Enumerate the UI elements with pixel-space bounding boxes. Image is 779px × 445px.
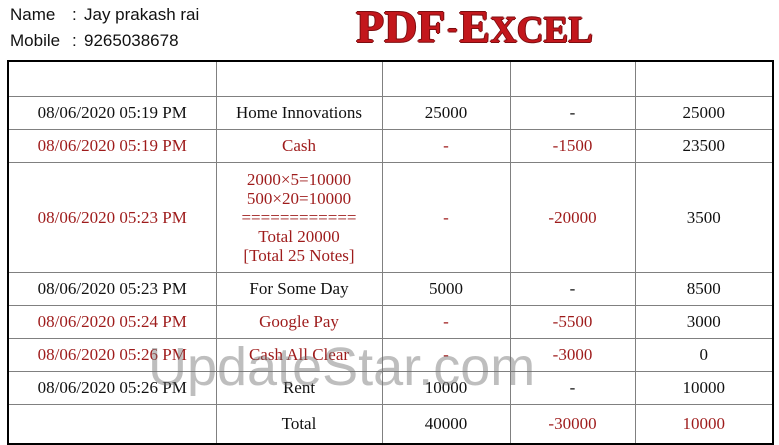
table-footer: Total 40000 -30000 10000 <box>7 404 774 445</box>
cell-balance: 25000 <box>634 96 774 130</box>
cell-credit: - <box>381 162 511 273</box>
total-cell-credit: 40000 <box>381 404 511 445</box>
logo-text-excel-cap: E <box>459 1 491 52</box>
logo-text-pdf: PDF <box>356 1 446 52</box>
cell-date: 08/06/2020 05:26 PM <box>7 338 217 372</box>
table-row[interactable]: 08/06/2020 05:24 PM Google Pay - -5500 3… <box>7 305 774 339</box>
cell-balance: 23500 <box>634 129 774 163</box>
column-header-credit[interactable]: Credit <box>381 60 511 97</box>
cell-credit: - <box>381 129 511 163</box>
cell-date: 08/06/2020 05:23 PM <box>7 272 217 306</box>
cell-debit: -20000 <box>509 162 636 273</box>
name-colon: : <box>72 5 77 24</box>
mobile-colon: : <box>72 31 77 50</box>
cell-debit: - <box>509 96 636 130</box>
cell-details: Rent <box>215 371 383 405</box>
cell-debit: - <box>509 371 636 405</box>
cell-details: Cash <box>215 129 383 163</box>
total-cell-balance: 10000 <box>634 404 774 445</box>
account-mobile-line: Mobile : 9265038678 <box>10 28 199 54</box>
table-row[interactable]: 08/06/2020 05:23 PM 2000×5=10000 500×20=… <box>7 162 774 273</box>
logo-dash: - <box>447 11 458 44</box>
cell-date: 08/06/2020 05:19 PM <box>7 129 217 163</box>
cell-details: Cash All Clear <box>215 338 383 372</box>
cell-balance: 0 <box>634 338 774 372</box>
cell-credit: - <box>381 338 511 372</box>
cell-credit: 5000 <box>381 272 511 306</box>
cell-credit: - <box>381 305 511 339</box>
total-cell-date <box>7 404 217 445</box>
cell-details: For Some Day <box>215 272 383 306</box>
table-row[interactable]: 08/06/2020 05:19 PM Cash - -1500 23500 <box>7 129 774 163</box>
cell-date: 08/06/2020 05:26 PM <box>7 371 217 405</box>
cell-debit: -5500 <box>509 305 636 339</box>
pdf-excel-logo: PDF-EXCEL <box>356 0 716 56</box>
cell-balance: 3500 <box>634 162 774 273</box>
account-info-block: Name : Jay prakash rai Mobile : 92650386… <box>10 2 199 54</box>
table-header-row: Date Details Credit Debit Cls Balance <box>7 60 774 97</box>
cell-date: 08/06/2020 05:19 PM <box>7 96 217 130</box>
account-name-line: Name : Jay prakash rai <box>10 2 199 28</box>
table-row[interactable]: 08/06/2020 05:19 PM Home Innovations 250… <box>7 96 774 130</box>
total-cell-label: Total <box>215 404 383 445</box>
table-row[interactable]: 08/06/2020 05:23 PM For Some Day 5000 - … <box>7 272 774 306</box>
cell-credit: 25000 <box>381 96 511 130</box>
name-value: Jay prakash rai <box>84 5 200 24</box>
mobile-label: Mobile <box>10 31 61 50</box>
cell-credit: 10000 <box>381 371 511 405</box>
mobile-value: 9265038678 <box>84 31 179 50</box>
total-row: Total 40000 -30000 10000 <box>7 404 774 445</box>
column-header-balance[interactable]: Cls Balance <box>634 60 774 97</box>
table-row[interactable]: 08/06/2020 05:26 PM Rent 10000 - 10000 <box>7 371 774 405</box>
cell-debit: - <box>509 272 636 306</box>
logo-text-excel-rest: XCEL <box>490 10 593 51</box>
column-header-details[interactable]: Details <box>215 60 383 97</box>
cell-balance: 8500 <box>634 272 774 306</box>
total-cell-debit: -30000 <box>509 404 636 445</box>
cell-date: 08/06/2020 05:23 PM <box>7 162 217 273</box>
cell-details: Google Pay <box>215 305 383 339</box>
column-header-date[interactable]: Date <box>7 60 217 97</box>
page-header: Name : Jay prakash rai Mobile : 92650386… <box>0 0 779 60</box>
cell-balance: 10000 <box>634 371 774 405</box>
name-label: Name <box>10 5 56 24</box>
table-header: Date Details Credit Debit Cls Balance <box>7 60 774 97</box>
cell-debit: -1500 <box>509 129 636 163</box>
cell-balance: 3000 <box>634 305 774 339</box>
transaction-ledger-table: Date Details Credit Debit Cls Balance 08… <box>7 60 774 445</box>
table-row[interactable]: 08/06/2020 05:26 PM Cash All Clear - -30… <box>7 338 774 372</box>
cell-details: Home Innovations <box>215 96 383 130</box>
cell-debit: -3000 <box>509 338 636 372</box>
table-body: 08/06/2020 05:19 PM Home Innovations 250… <box>7 96 774 405</box>
cell-date: 08/06/2020 05:24 PM <box>7 305 217 339</box>
column-header-debit[interactable]: Debit <box>509 60 636 97</box>
cell-details: 2000×5=10000 500×20=10000 ============ T… <box>215 162 383 273</box>
